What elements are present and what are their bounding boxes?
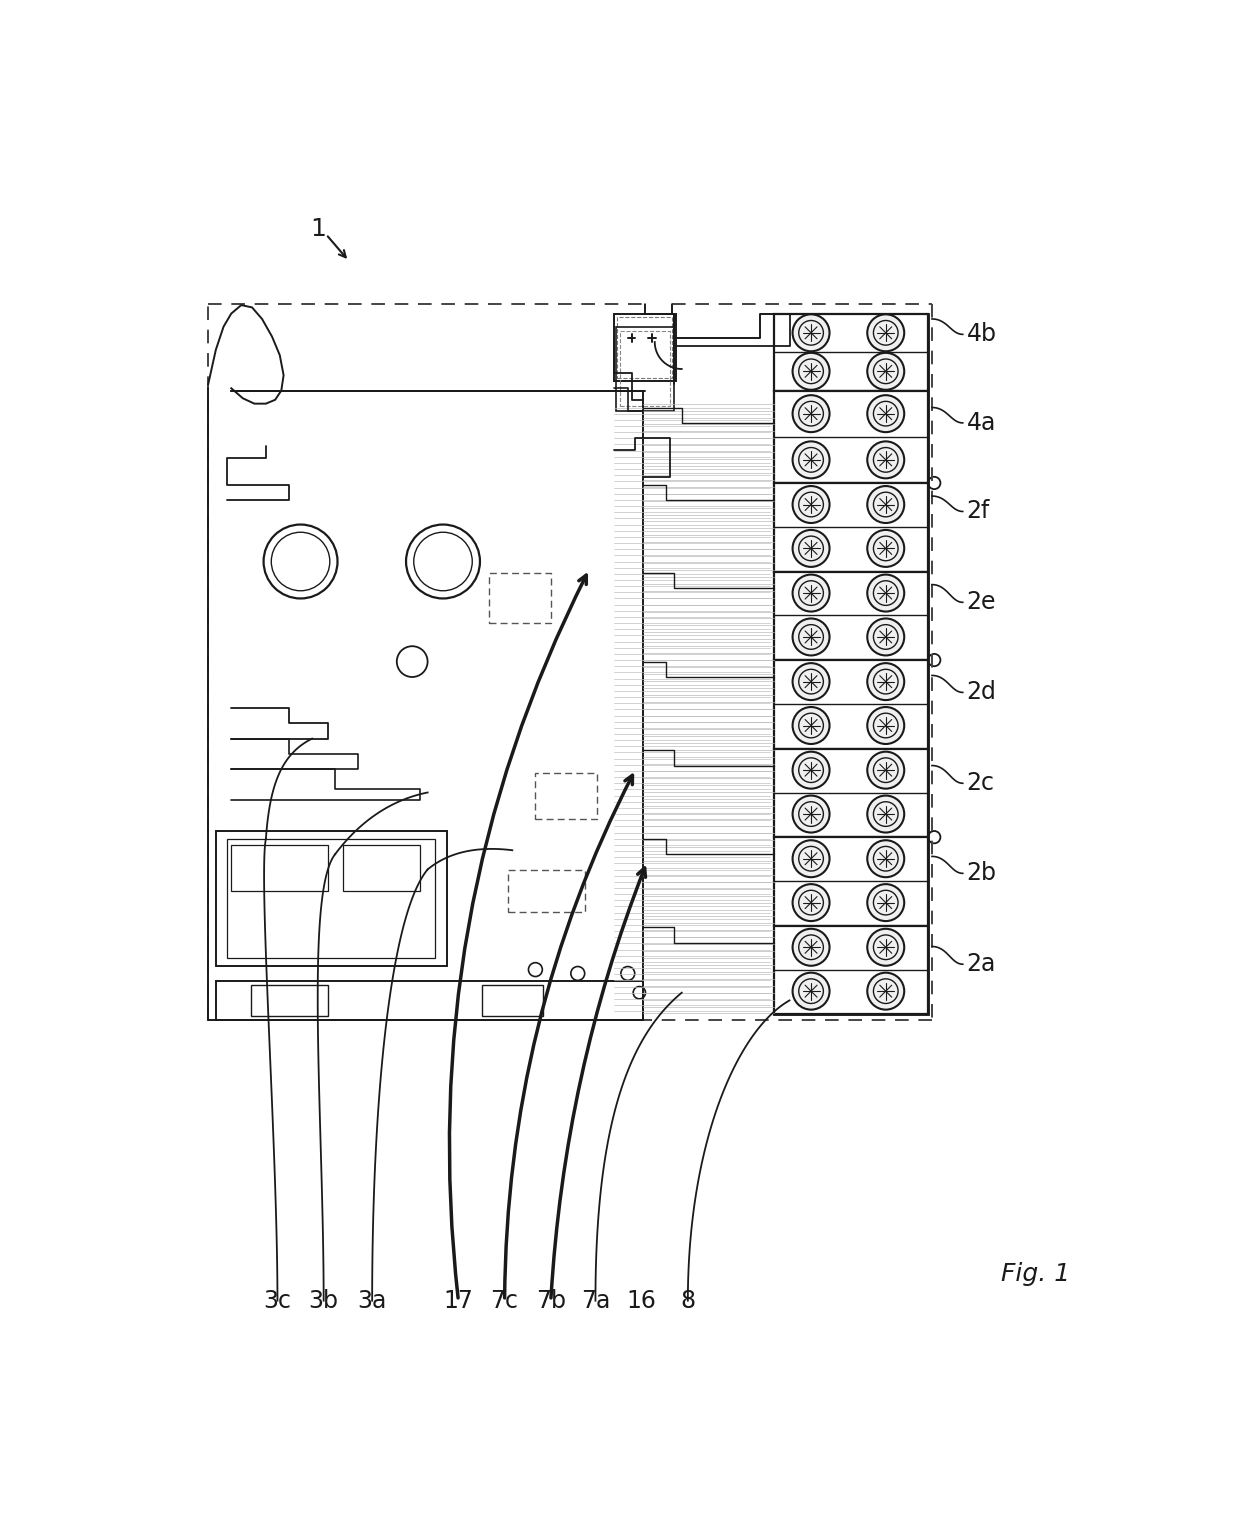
Bar [508, 869, 585, 912]
Circle shape [867, 530, 904, 566]
Text: 3b: 3b [309, 1289, 339, 1312]
Circle shape [867, 487, 904, 523]
Bar [618, 316, 672, 378]
Text: 2d: 2d [967, 680, 997, 705]
Circle shape [792, 353, 830, 390]
Circle shape [867, 884, 904, 921]
Circle shape [792, 663, 830, 700]
Bar [774, 926, 928, 1015]
Circle shape [867, 394, 904, 433]
Bar [774, 484, 928, 571]
Bar [216, 830, 446, 966]
Circle shape [867, 442, 904, 479]
Bar [774, 313, 928, 390]
Circle shape [792, 619, 830, 655]
Text: 2c: 2c [967, 771, 994, 795]
Text: 8: 8 [681, 1289, 696, 1312]
Circle shape [867, 795, 904, 832]
Circle shape [792, 574, 830, 611]
Bar [481, 985, 543, 1016]
Bar [774, 571, 928, 660]
Circle shape [867, 929, 904, 966]
Bar [774, 837, 928, 926]
Bar [250, 985, 327, 1016]
Circle shape [792, 315, 830, 352]
Circle shape [792, 442, 830, 479]
Bar [216, 981, 644, 1019]
Text: 1: 1 [310, 216, 326, 241]
Circle shape [867, 574, 904, 611]
Text: 2a: 2a [967, 952, 996, 976]
Bar [774, 660, 928, 749]
Circle shape [867, 619, 904, 655]
Circle shape [867, 315, 904, 352]
Circle shape [792, 929, 830, 966]
Circle shape [792, 530, 830, 566]
Circle shape [867, 663, 904, 700]
Text: 16: 16 [626, 1289, 657, 1312]
Circle shape [792, 394, 830, 433]
Bar [490, 573, 551, 623]
Bar [536, 774, 596, 820]
Text: 2b: 2b [967, 861, 997, 886]
Circle shape [792, 708, 830, 744]
Text: Fig. 1: Fig. 1 [1001, 1262, 1070, 1286]
Circle shape [867, 973, 904, 1010]
Circle shape [867, 353, 904, 390]
Circle shape [792, 752, 830, 789]
Circle shape [867, 840, 904, 876]
Circle shape [792, 487, 830, 523]
Bar [774, 390, 928, 484]
Bar [616, 327, 675, 411]
Text: 3c: 3c [263, 1289, 291, 1312]
Text: 7b: 7b [536, 1289, 565, 1312]
Circle shape [867, 752, 904, 789]
Text: 3a: 3a [357, 1289, 387, 1312]
Text: 2e: 2e [967, 591, 996, 614]
Text: 7a: 7a [580, 1289, 610, 1312]
Text: 7c: 7c [491, 1289, 518, 1312]
Text: 4a: 4a [967, 411, 996, 434]
Text: 2f: 2f [967, 499, 990, 523]
Bar [774, 749, 928, 837]
Bar [227, 838, 435, 958]
Text: 4b: 4b [967, 322, 997, 347]
Bar [774, 313, 928, 1015]
Text: 17: 17 [444, 1289, 474, 1312]
Bar [614, 313, 676, 381]
Circle shape [792, 840, 830, 876]
Bar [343, 844, 420, 890]
Circle shape [792, 795, 830, 832]
Bar [620, 330, 670, 405]
Bar [231, 844, 327, 890]
Circle shape [867, 708, 904, 744]
Circle shape [792, 973, 830, 1010]
Circle shape [792, 884, 830, 921]
